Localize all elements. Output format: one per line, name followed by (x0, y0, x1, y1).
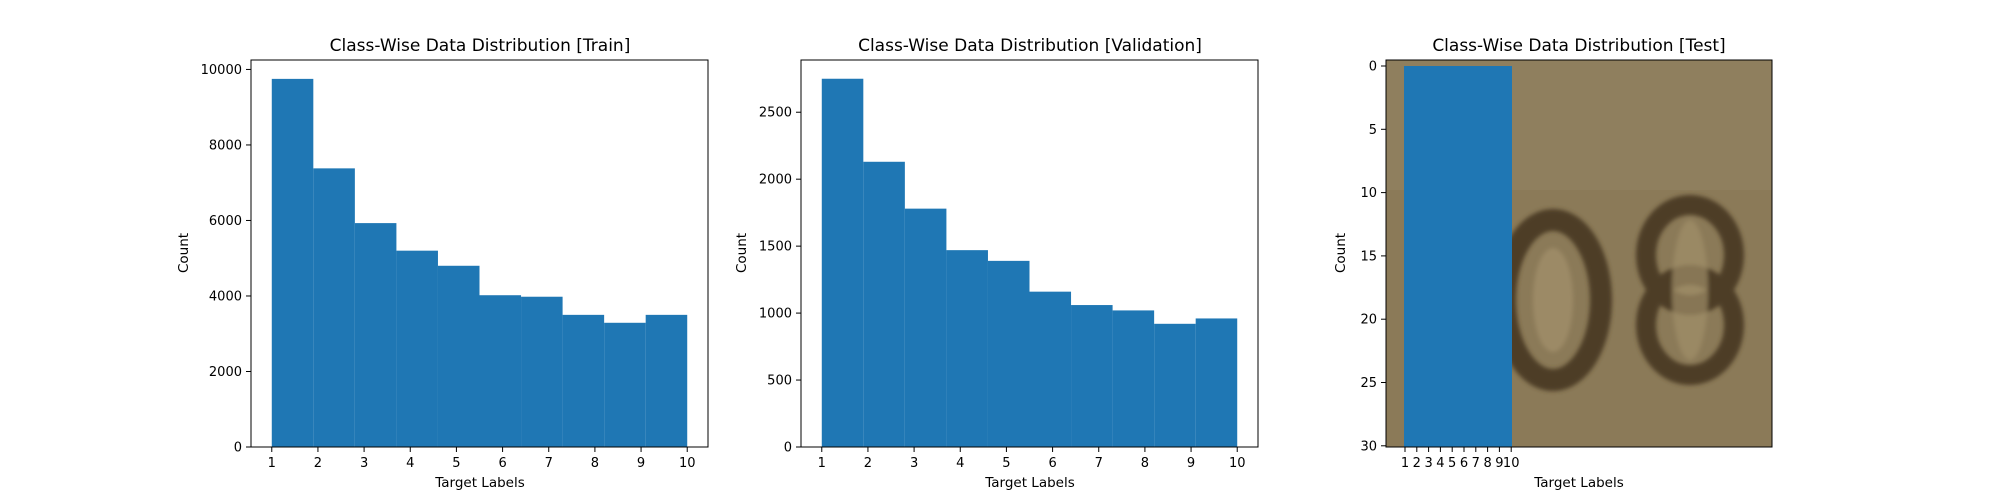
x-tick-label: 3 (1424, 456, 1432, 471)
x-tick-label: 4 (406, 456, 414, 471)
bar (1154, 323, 1196, 447)
bar (354, 223, 397, 447)
plot-frame (800, 59, 1259, 448)
bar (437, 265, 480, 447)
x-tick-label: 6 (498, 456, 506, 471)
y-tick-label: 6000 (209, 214, 242, 229)
x-tick-label: 3 (910, 456, 918, 471)
bar (313, 168, 355, 448)
bar (1404, 66, 1512, 447)
bar (396, 250, 438, 447)
x-tick-label: 9 (637, 456, 645, 471)
x-axis-label: Target Labels (1533, 475, 1624, 491)
y-tick-label: 2000 (759, 173, 792, 188)
plot-frame (250, 59, 709, 448)
bar (604, 322, 646, 447)
chart-train: Class-Wise Data Distribution [Train] 1 2 3… (176, 36, 709, 491)
x-tick-label: 1 (818, 456, 826, 471)
x-axis-label: Target Labels (984, 475, 1075, 491)
y-axis-label: Count (1333, 233, 1349, 273)
x-axis-ticks: 1 2 3 4 5 6 7 8 9 10 (818, 447, 1246, 471)
x-tick-label: 9 (1495, 456, 1503, 471)
x-tick-label: 8 (1141, 456, 1149, 471)
x-tick-label: 2 (1413, 456, 1421, 471)
y-tick-label: 30 (1360, 439, 1377, 454)
y-tick-label: 2500 (759, 106, 792, 121)
bar (562, 314, 605, 447)
bar (1195, 318, 1238, 447)
y-axis-ticks: 0 5 10 15 20 25 30 (1360, 60, 1386, 454)
x-tick-label: 5 (452, 456, 460, 471)
x-tick-label: 10 (679, 456, 696, 471)
chart-title: Class-Wise Data Distribution [Train] (330, 36, 631, 56)
bar (521, 296, 563, 447)
bar (271, 78, 314, 447)
y-axis-ticks: 0 500 1000 1500 2000 2500 (759, 106, 801, 456)
y-tick-label: 2000 (209, 365, 242, 380)
x-tick-label: 9 (1187, 456, 1195, 471)
y-axis-label: Count (176, 233, 192, 273)
y-tick-label: 0 (784, 441, 792, 456)
x-tick-label: 7 (1095, 456, 1103, 471)
y-axis-ticks: 0 2000 4000 6000 8000 10000 (201, 63, 251, 456)
y-tick-label: 0 (1369, 60, 1377, 75)
y-tick-label: 25 (1360, 376, 1377, 391)
chart-title: Class-Wise Data Distribution [Validation… (858, 36, 1202, 56)
x-tick-label: 1 (268, 456, 276, 471)
x-axis-ticks: 1 2 3 4 5 6 7 8 9 10 (268, 447, 696, 471)
x-tick-label: 2 (314, 456, 322, 471)
y-tick-label: 0 (234, 441, 242, 456)
x-tick-label: 7 (545, 456, 553, 471)
x-tick-label: 8 (591, 456, 599, 471)
y-tick-label: 1000 (759, 307, 792, 322)
y-tick-label: 10 (1360, 186, 1377, 201)
chart-title: Class-Wise Data Distribution [Test] (1432, 36, 1725, 56)
bar (479, 295, 522, 447)
x-tick-label: 4 (956, 456, 964, 471)
y-tick-label: 10000 (201, 63, 242, 78)
y-tick-label: 15 (1360, 249, 1377, 264)
y-tick-label: 20 (1360, 313, 1377, 328)
x-tick-label: 5 (1002, 456, 1010, 471)
bar (1071, 305, 1113, 447)
x-tick-label: 1 (1401, 456, 1409, 471)
plot-frame (1385, 59, 1773, 448)
y-tick-label: 500 (767, 374, 792, 389)
x-tick-label: 6 (1048, 456, 1056, 471)
bar (987, 260, 1030, 447)
x-tick-label: 8 (1483, 456, 1491, 471)
y-tick-label: 5 (1369, 123, 1377, 138)
x-tick-label: 7 (1472, 456, 1480, 471)
x-tick-label: 6 (1460, 456, 1468, 471)
chart-validation: Class-Wise Data Distribution [Validation… (734, 36, 1259, 491)
x-tick-label: 2 (864, 456, 872, 471)
bar (863, 161, 905, 448)
bar (904, 208, 947, 447)
x-tick-label: 10 (1503, 456, 1520, 471)
bar (946, 250, 988, 447)
y-tick-label: 1500 (759, 240, 792, 255)
x-tick-label: 5 (1448, 456, 1456, 471)
bar-group (271, 78, 688, 448)
bar (1112, 310, 1155, 447)
bar (645, 314, 688, 447)
bar (821, 78, 864, 447)
x-tick-label: 3 (360, 456, 368, 471)
y-axis-label: Count (734, 233, 750, 273)
bar (1029, 291, 1072, 447)
x-axis-ticks: 1 2 3 4 5 6 7 8 9 10 (1401, 447, 1520, 471)
x-axis-label: Target Labels (434, 475, 525, 491)
x-tick-label: 10 (1229, 456, 1246, 471)
bar-group (821, 78, 1238, 448)
y-tick-label: 8000 (209, 138, 242, 153)
y-tick-label: 4000 (209, 289, 242, 304)
x-tick-label: 4 (1436, 456, 1444, 471)
